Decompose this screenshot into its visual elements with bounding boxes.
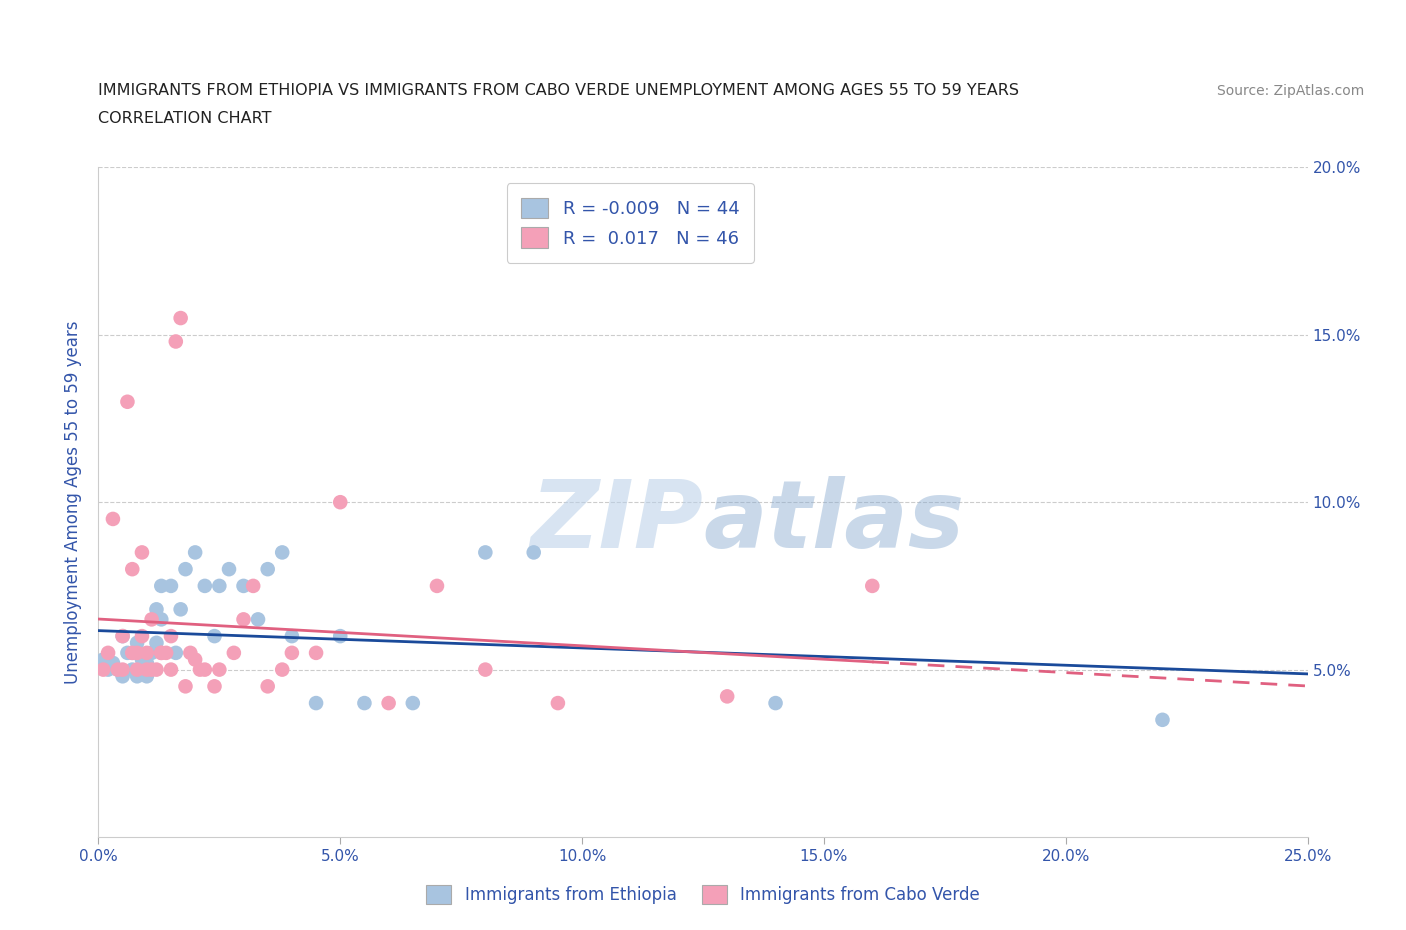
Text: ZIP: ZIP (530, 476, 703, 568)
Point (208, 662, 231, 677)
Point (353, 696, 375, 711)
Point (222, 645, 245, 660)
Legend: Immigrants from Ethiopia, Immigrants from Cabo Verde: Immigrants from Ethiopia, Immigrants fro… (418, 876, 988, 912)
Point (860, 578, 883, 593)
Point (232, 578, 254, 593)
Point (256, 562, 278, 577)
Point (111, 629, 134, 644)
Text: Source: ZipAtlas.com: Source: ZipAtlas.com (1216, 84, 1364, 98)
Point (117, 394, 139, 409)
Point (131, 662, 153, 677)
Point (281, 629, 304, 644)
Point (145, 602, 167, 617)
Point (107, 662, 129, 677)
Point (150, 578, 173, 593)
Point (111, 669, 134, 684)
Point (204, 629, 226, 644)
Point (218, 562, 240, 577)
Point (523, 545, 546, 560)
Point (111, 629, 134, 644)
Text: atlas: atlas (703, 476, 965, 568)
Point (131, 652, 153, 667)
Point (135, 669, 157, 684)
Point (305, 696, 328, 711)
Point (145, 662, 167, 677)
Point (107, 662, 129, 677)
Point (135, 662, 157, 677)
Point (150, 645, 173, 660)
Point (242, 578, 264, 593)
Point (117, 645, 139, 660)
Point (135, 645, 157, 660)
Point (169, 311, 191, 325)
Point (188, 662, 211, 677)
Point (474, 662, 496, 677)
Point (402, 696, 425, 711)
Point (97, 645, 120, 660)
Point (160, 578, 183, 593)
Point (165, 334, 187, 349)
Point (127, 662, 149, 677)
Point (160, 629, 183, 644)
Y-axis label: Unemployment Among Ages 55 to 59 years: Unemployment Among Ages 55 to 59 years (65, 321, 83, 684)
Point (169, 602, 191, 617)
Point (135, 662, 157, 677)
Point (121, 645, 143, 660)
Point (101, 656, 124, 671)
Point (91, 652, 114, 667)
Point (141, 662, 163, 677)
Point (281, 645, 304, 660)
Point (141, 662, 163, 677)
Point (765, 696, 787, 711)
Point (150, 612, 173, 627)
Point (111, 662, 134, 677)
Point (160, 662, 183, 677)
Point (271, 662, 294, 677)
Point (256, 679, 278, 694)
Legend: R = -0.009   N = 44, R =  0.017   N = 46: R = -0.009 N = 44, R = 0.017 N = 46 (508, 183, 754, 263)
Point (426, 578, 449, 593)
Point (141, 612, 163, 627)
Point (131, 629, 153, 644)
Point (271, 545, 294, 560)
Text: IMMIGRANTS FROM ETHIOPIA VS IMMIGRANTS FROM CABO VERDE UNEMPLOYMENT AMONG AGES 5: IMMIGRANTS FROM ETHIOPIA VS IMMIGRANTS F… (98, 83, 1019, 98)
Point (121, 662, 143, 677)
Point (232, 612, 254, 627)
Point (131, 545, 153, 560)
Point (165, 645, 187, 660)
Point (101, 512, 124, 526)
Point (135, 656, 157, 671)
Point (329, 495, 352, 510)
Point (155, 645, 177, 660)
Point (121, 562, 143, 577)
Point (150, 645, 173, 660)
Point (194, 578, 217, 593)
Point (91, 662, 114, 677)
Point (329, 629, 352, 644)
Point (127, 645, 149, 660)
Point (474, 545, 496, 560)
Point (174, 562, 197, 577)
Point (179, 645, 201, 660)
Point (204, 679, 226, 694)
Point (141, 645, 163, 660)
Point (127, 669, 149, 684)
Point (716, 689, 738, 704)
Point (121, 645, 143, 660)
Point (377, 696, 399, 711)
Point (145, 635, 167, 650)
Point (208, 578, 231, 593)
Point (1152, 712, 1174, 727)
Point (247, 612, 270, 627)
Point (305, 645, 328, 660)
Point (127, 635, 149, 650)
Point (184, 652, 207, 667)
Point (174, 679, 197, 694)
Point (547, 696, 569, 711)
Point (97, 662, 120, 677)
Text: CORRELATION CHART: CORRELATION CHART (98, 111, 271, 126)
Point (194, 662, 217, 677)
Point (184, 545, 207, 560)
